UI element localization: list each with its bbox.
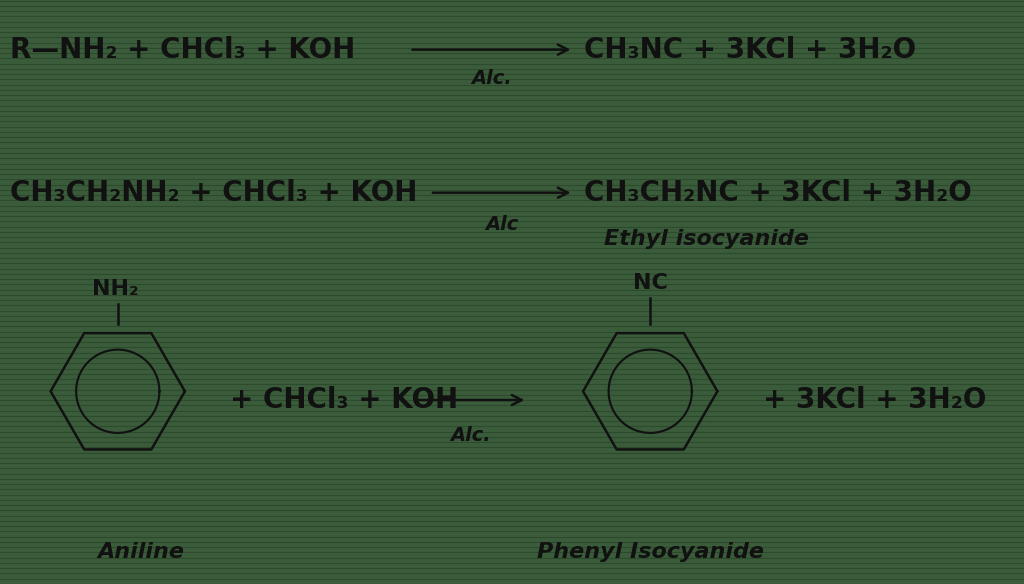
Text: CH₃CH₂NH₂ + CHCl₃ + KOH: CH₃CH₂NH₂ + CHCl₃ + KOH [10, 179, 418, 207]
Text: CH₃CH₂NC + 3KCl + 3H₂O: CH₃CH₂NC + 3KCl + 3H₂O [584, 179, 972, 207]
Text: Alc.: Alc. [451, 426, 492, 444]
Text: NC: NC [633, 273, 668, 293]
Text: Aniline: Aniline [97, 542, 184, 562]
Text: NH₂: NH₂ [92, 279, 139, 299]
Text: Alc: Alc [485, 215, 518, 234]
Text: R—NH₂ + CHCl₃ + KOH: R—NH₂ + CHCl₃ + KOH [10, 36, 355, 64]
Text: Alc.: Alc. [471, 69, 512, 88]
Text: Phenyl Isocyanide: Phenyl Isocyanide [537, 542, 764, 562]
Text: + CHCl₃ + KOH: + CHCl₃ + KOH [230, 386, 459, 414]
Text: CH₃NC + 3KCl + 3H₂O: CH₃NC + 3KCl + 3H₂O [584, 36, 915, 64]
Text: + 3KCl + 3H₂O: + 3KCl + 3H₂O [763, 386, 986, 414]
Text: Ethyl isocyanide: Ethyl isocyanide [604, 230, 809, 249]
